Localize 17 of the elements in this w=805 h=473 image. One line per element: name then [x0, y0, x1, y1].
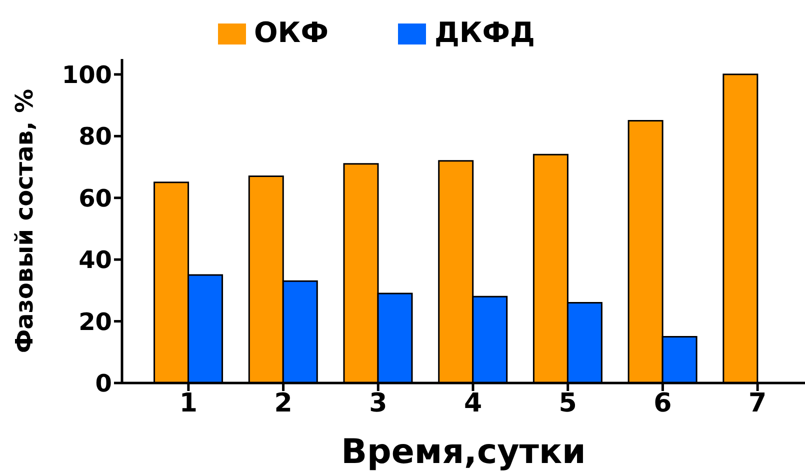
y-axis-title: Фазовый состав, % [10, 88, 39, 354]
x-tick-label: 2 [274, 388, 292, 418]
x-axis-title: Время,сутки [341, 432, 586, 472]
y-tick-label: 100 [62, 60, 112, 89]
legend-label: ДКФД [434, 16, 535, 49]
x-tick-label: 4 [464, 388, 482, 418]
legend-label: ОКФ [254, 16, 328, 49]
x-tick-label: 3 [369, 388, 388, 418]
x-tick-label: 6 [654, 388, 672, 418]
y-tick-label: 0 [95, 370, 112, 398]
y-tick-label: 80 [78, 122, 112, 151]
x-tick-label: 7 [748, 388, 767, 418]
y-tick-label: 60 [78, 184, 112, 212]
y-tick-label: 40 [78, 246, 112, 274]
x-tick-label: 1 [179, 388, 198, 418]
y-tick-label: 20 [78, 308, 112, 336]
x-tick-label: 5 [558, 388, 577, 418]
